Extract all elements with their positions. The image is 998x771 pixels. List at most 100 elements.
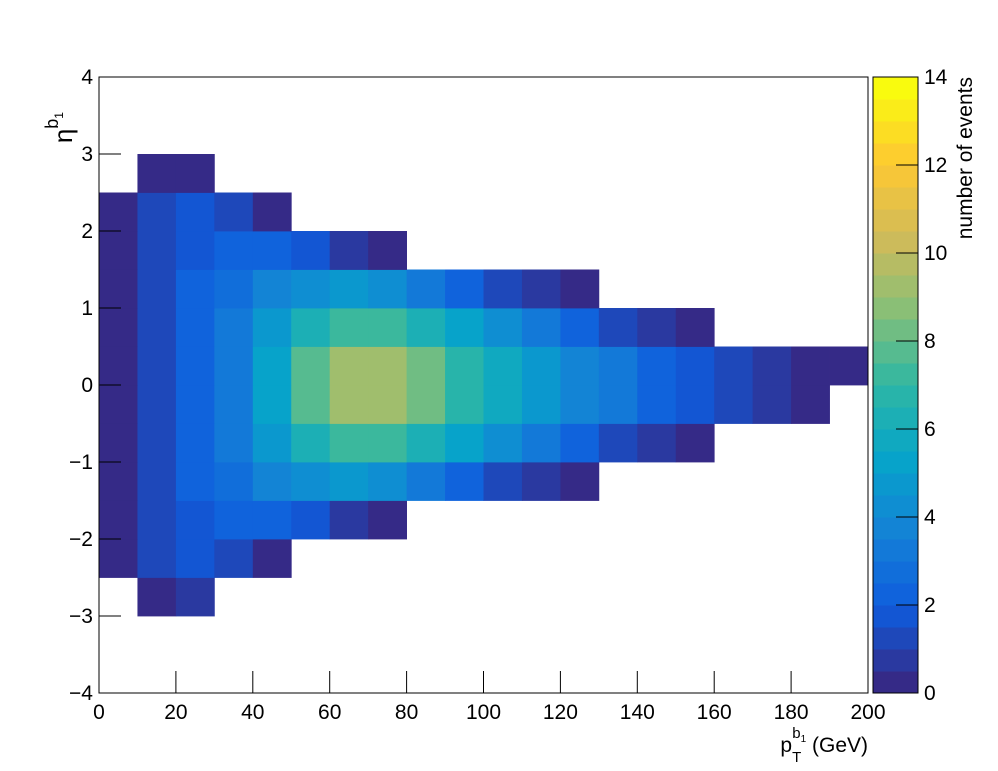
heatmap-cell <box>406 269 446 309</box>
x-tick-label: 200 <box>850 701 885 724</box>
heatmap-cell <box>714 193 753 232</box>
heatmap-cell <box>406 385 446 424</box>
heatmap-cell <box>214 616 253 655</box>
heatmap-cell <box>368 116 407 155</box>
heatmap-cell <box>676 77 715 116</box>
heatmap-cell <box>599 539 638 578</box>
heatmap-cell <box>791 501 830 540</box>
heatmap-cell <box>484 539 523 578</box>
heatmap-cell <box>637 77 676 116</box>
colorbar-tick-label: 10 <box>924 242 947 265</box>
colorbar-band <box>873 231 918 254</box>
heatmap-cell <box>791 270 830 309</box>
heatmap-cell <box>291 269 331 309</box>
heatmap-cell <box>752 346 792 386</box>
heatmap-cell <box>214 462 254 501</box>
heatmap-cell <box>830 193 869 232</box>
heatmap-cell <box>176 116 215 155</box>
heatmap-cell <box>483 269 523 309</box>
heatmap-cell <box>560 77 599 116</box>
colorbar-frame <box>872 76 919 694</box>
heatmap-cell <box>368 77 407 116</box>
heatmap-cell <box>599 116 638 155</box>
colorbar-band <box>873 451 918 474</box>
heatmap-cell <box>637 193 676 232</box>
heatmap-cell <box>522 501 561 540</box>
heatmap-cell <box>521 308 561 347</box>
heatmap-cell <box>830 231 869 270</box>
heatmap-cell <box>484 231 523 270</box>
heatmap-cell <box>291 539 330 578</box>
heatmap-cell <box>753 231 792 270</box>
colorbar-band <box>873 297 918 320</box>
colorbar-band <box>873 99 918 122</box>
colorbar-band <box>873 605 918 628</box>
colorbar-band <box>873 165 918 188</box>
heatmap-cell <box>176 77 215 116</box>
heatmap-cell <box>753 462 792 501</box>
heatmap-cell <box>330 655 369 694</box>
heatmap-cell <box>291 193 330 232</box>
y-label-sup-sub: 1 <box>52 112 66 119</box>
colorbar-tick-label: 6 <box>924 418 936 441</box>
heatmap-cell <box>99 578 138 617</box>
heatmap-cell <box>253 116 292 155</box>
colorbar-band <box>873 495 918 518</box>
heatmap-cell <box>599 154 638 193</box>
heatmap-cell <box>253 616 292 655</box>
heatmap-cell <box>214 192 254 232</box>
heatmap-cell <box>176 616 215 655</box>
heatmap-cell <box>175 462 215 501</box>
heatmap-cell <box>291 231 331 270</box>
heatmap-cell <box>252 385 292 424</box>
x-tick-label: 0 <box>93 701 105 724</box>
heatmap-cell <box>291 616 330 655</box>
heatmap-cell <box>99 77 138 116</box>
colorbar-band <box>873 209 918 232</box>
heatmap-cell <box>137 231 177 270</box>
heatmap-cell <box>99 423 138 463</box>
heatmap-cell <box>484 154 523 193</box>
heatmap-cell <box>791 616 830 655</box>
heatmap-cell <box>407 231 446 270</box>
heatmap-cell <box>252 346 292 386</box>
heatmap-cell <box>137 269 177 309</box>
heatmap-cell <box>791 424 830 463</box>
colorbar-band <box>873 363 918 386</box>
heatmap-cell <box>214 385 254 424</box>
heatmap-cell <box>676 462 715 501</box>
heatmap-cell <box>99 539 138 578</box>
heatmap-cell <box>445 539 484 578</box>
heatmap-cell <box>522 231 561 270</box>
heatmap-cell <box>521 462 561 501</box>
heatmap-cell <box>598 308 638 347</box>
heatmap-cell <box>599 578 638 617</box>
heatmap-cell <box>560 346 600 386</box>
heatmap-cell <box>445 269 484 309</box>
heatmap-cell <box>445 308 484 347</box>
heatmap-cell <box>753 501 792 540</box>
colorbar-band <box>873 253 918 276</box>
heatmap-cell <box>406 308 446 347</box>
heatmap-cell <box>483 385 523 424</box>
heatmap-cell <box>560 154 599 193</box>
heatmap-cell <box>252 539 292 578</box>
heatmap-cell <box>675 385 715 424</box>
heatmap-cell <box>214 154 253 193</box>
y-axis-label: ηb1 <box>42 112 78 143</box>
heatmap-cell <box>368 616 407 655</box>
heatmap-cell <box>753 270 792 309</box>
heatmap-cell <box>368 154 407 193</box>
y-tick-label: −2 <box>69 528 93 551</box>
heatmap-cell <box>637 231 676 270</box>
heatmap-cell <box>560 116 599 155</box>
heatmap-cell <box>676 578 715 617</box>
heatmap-cell <box>407 501 446 540</box>
heatmap-cell <box>407 116 446 155</box>
heatmap-cell <box>137 192 177 232</box>
heatmap-cell <box>99 655 138 694</box>
heatmap-cell <box>714 385 754 424</box>
heatmap-cell <box>175 577 215 617</box>
heatmap-cell <box>329 231 369 270</box>
colorbar-band <box>873 407 918 430</box>
